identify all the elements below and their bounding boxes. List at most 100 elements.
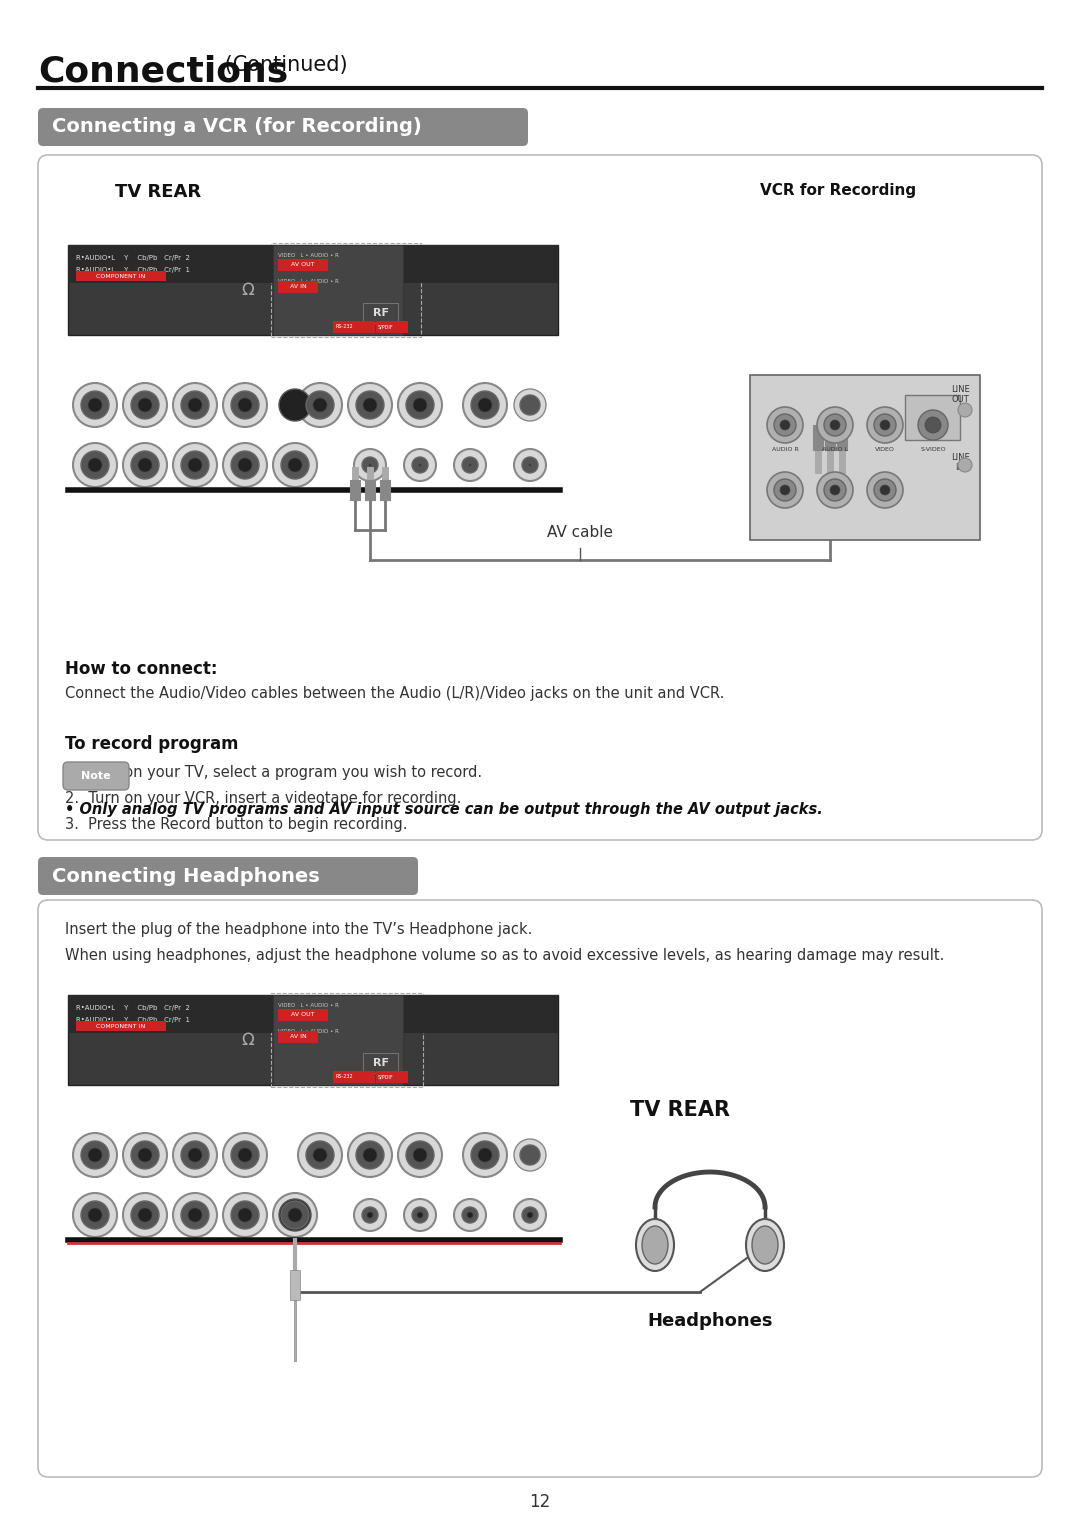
Circle shape (399, 383, 442, 428)
Text: Headphones: Headphones (647, 1312, 773, 1330)
Circle shape (181, 450, 210, 479)
Circle shape (780, 420, 789, 431)
Circle shape (471, 1141, 499, 1170)
Text: AV cable: AV cable (546, 525, 613, 541)
Circle shape (880, 420, 890, 431)
Circle shape (73, 443, 117, 487)
Circle shape (918, 411, 948, 440)
Circle shape (222, 383, 267, 428)
Circle shape (173, 443, 217, 487)
Text: • Only analog TV programs and AV input source can be output through the AV outpu: • Only analog TV programs and AV input s… (65, 802, 823, 817)
Circle shape (273, 443, 318, 487)
Circle shape (874, 479, 896, 501)
Circle shape (816, 472, 853, 508)
Circle shape (313, 1148, 327, 1162)
Circle shape (522, 457, 538, 473)
Circle shape (462, 1206, 478, 1223)
Text: When using headphones, adjust the headphone volume so as to avoid excessive leve: When using headphones, adjust the headph… (65, 948, 944, 964)
Text: COMPONENT IN: COMPONENT IN (96, 273, 146, 278)
Text: TV REAR: TV REAR (630, 1099, 730, 1119)
Circle shape (354, 1199, 386, 1231)
FancyBboxPatch shape (38, 857, 418, 895)
Circle shape (273, 1193, 318, 1237)
Bar (273, 996, 403, 1086)
Circle shape (404, 1199, 436, 1231)
Circle shape (131, 1202, 159, 1229)
Bar (278, 1031, 318, 1043)
Bar (271, 993, 423, 1087)
Bar (273, 244, 403, 334)
Circle shape (413, 1148, 427, 1162)
Circle shape (404, 449, 436, 481)
Ellipse shape (746, 1219, 784, 1270)
Circle shape (281, 450, 309, 479)
Circle shape (81, 1141, 109, 1170)
Text: VIDEO   L • AUDIO • R: VIDEO L • AUDIO • R (278, 1029, 339, 1034)
Circle shape (462, 457, 478, 473)
Text: R•AUDIO•L    Y    Cb/Pb   Cr/Pr  1: R•AUDIO•L Y Cb/Pb Cr/Pr 1 (76, 1017, 190, 1023)
Circle shape (138, 399, 152, 412)
Circle shape (362, 1206, 378, 1223)
Circle shape (73, 1193, 117, 1237)
Text: AV IN: AV IN (289, 1034, 307, 1040)
Text: 12: 12 (529, 1493, 551, 1512)
Circle shape (238, 399, 252, 412)
Circle shape (467, 1212, 473, 1219)
Circle shape (417, 1212, 423, 1219)
Circle shape (880, 486, 890, 495)
Circle shape (356, 1141, 384, 1170)
Text: RF: RF (373, 308, 389, 318)
Circle shape (774, 414, 796, 437)
Circle shape (222, 443, 267, 487)
Circle shape (824, 414, 846, 437)
Circle shape (87, 1148, 102, 1162)
Text: 1.  Turn on your TV, select a program you wish to record.: 1. Turn on your TV, select a program you… (65, 765, 482, 780)
Circle shape (514, 449, 546, 481)
Circle shape (958, 403, 972, 417)
Circle shape (363, 399, 377, 412)
Circle shape (313, 399, 327, 412)
Text: AUDIO R: AUDIO R (771, 447, 798, 452)
Circle shape (411, 457, 428, 473)
Circle shape (478, 399, 492, 412)
Bar (68, 244, 558, 334)
Text: Connecting Headphones: Connecting Headphones (52, 866, 320, 886)
Circle shape (958, 458, 972, 472)
Circle shape (238, 1208, 252, 1222)
Circle shape (188, 1208, 202, 1222)
Text: Connecting a VCR (for Recording): Connecting a VCR (for Recording) (52, 118, 422, 136)
Text: VCR for Recording: VCR for Recording (760, 183, 916, 199)
Bar (363, 302, 399, 324)
Circle shape (188, 1148, 202, 1162)
Bar (278, 281, 318, 293)
Circle shape (306, 1141, 334, 1170)
Circle shape (81, 1202, 109, 1229)
Circle shape (362, 457, 378, 473)
Circle shape (529, 464, 531, 466)
FancyBboxPatch shape (63, 762, 129, 789)
Circle shape (288, 1208, 302, 1222)
Bar (333, 1070, 375, 1083)
Circle shape (867, 472, 903, 508)
Circle shape (222, 1193, 267, 1237)
Circle shape (81, 391, 109, 418)
Circle shape (87, 1208, 102, 1222)
Circle shape (767, 408, 804, 443)
Bar (376, 1070, 408, 1083)
Text: AV OUT: AV OUT (292, 263, 314, 267)
Circle shape (131, 1141, 159, 1170)
Text: VIDEO   L • AUDIO • R: VIDEO L • AUDIO • R (278, 1003, 339, 1008)
Circle shape (354, 449, 386, 481)
Circle shape (514, 389, 546, 421)
Circle shape (519, 395, 540, 415)
Text: S-VIDEO: S-VIDEO (920, 447, 946, 452)
Bar (76, 270, 166, 281)
Ellipse shape (752, 1226, 778, 1264)
Circle shape (288, 458, 302, 472)
Bar (376, 321, 408, 333)
Circle shape (231, 450, 259, 479)
Circle shape (279, 1199, 311, 1231)
Circle shape (831, 420, 840, 431)
Text: AV OUT: AV OUT (292, 1012, 314, 1017)
Text: Connect the Audio/Video cables between the Audio (L/R)/Video jacks on the unit a: Connect the Audio/Video cables between t… (65, 686, 725, 701)
